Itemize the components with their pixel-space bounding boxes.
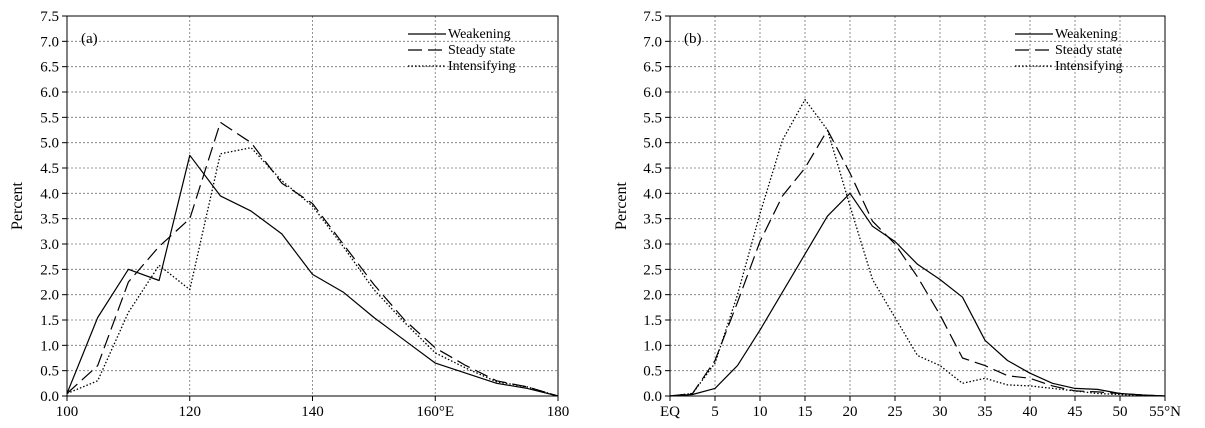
panel-a-y-axis-label: Percent bbox=[9, 181, 26, 230]
panel-b-y-tick-label: 3.5 bbox=[643, 212, 662, 228]
panel-a-y-tick-label: 5.5 bbox=[40, 110, 59, 126]
panel-b-y-tick-label: 7.5 bbox=[643, 9, 662, 25]
panel-b-plot-frame bbox=[669, 15, 1166, 397]
panel-a-x-tick-label: 100 bbox=[56, 404, 79, 420]
panel-a-x-tick-label: 120 bbox=[179, 404, 202, 420]
panel-b-x-tick-label: 40 bbox=[1023, 404, 1038, 420]
panel-a-y-tick-label: 2.0 bbox=[40, 288, 59, 304]
panel-a-legend-label: Steady state bbox=[448, 43, 515, 58]
panel-b-y-tick-label: 5.5 bbox=[643, 110, 662, 126]
panel-a-y-tick-label: 6.5 bbox=[40, 60, 59, 76]
panel-b-y-tick-label: 2.0 bbox=[643, 288, 662, 304]
panel-b-series-intensifying-line bbox=[669, 98, 1166, 397]
panel-a-series-steady-state-line bbox=[66, 121, 559, 397]
panel-b-y-tick-label: 7.0 bbox=[643, 34, 662, 50]
panel-b-x-tick-label: 5 bbox=[711, 404, 719, 420]
panel-a-x-tick-label: 180 bbox=[547, 404, 570, 420]
panel-b-y-tick-label: 0.5 bbox=[643, 364, 662, 380]
panel-a-x-tick-label: 160°E bbox=[416, 404, 454, 420]
panel-a-y-tick-label: 2.5 bbox=[40, 262, 59, 278]
panel-b-label: (b) bbox=[684, 31, 702, 47]
panel-a-label: (a) bbox=[81, 31, 98, 47]
panel-b-x-tick-label: 10 bbox=[753, 404, 768, 420]
panel-a-legend-label: Weakening bbox=[448, 27, 511, 42]
panel-b-y-tick-label: 3.0 bbox=[643, 237, 662, 253]
panel-b-series-steady-state-line bbox=[669, 129, 1166, 397]
panel-a-series-intensifying-line bbox=[66, 147, 559, 397]
panel-a-y-tick-label: 4.0 bbox=[40, 186, 59, 202]
panel-a-series-weakening-line bbox=[66, 154, 559, 397]
panel-b-x-tick-label: 50 bbox=[1113, 404, 1128, 420]
panel-b-y-tick-label: 5.0 bbox=[643, 136, 662, 152]
panel-b-x-tick-label: 55°N bbox=[1149, 404, 1181, 420]
panel-b-y-tick-label: 1.5 bbox=[643, 313, 662, 329]
panel-a-y-tick-label: 1.5 bbox=[40, 313, 59, 329]
panel-b-x-tick-label: 30 bbox=[933, 404, 948, 420]
panel-b-series-weakening-line bbox=[669, 192, 1166, 397]
panel-a-x-tick-label: 140 bbox=[301, 404, 324, 420]
panel-b-y-tick-label: 6.0 bbox=[643, 85, 662, 101]
panel-b-legend-label: Intensifying bbox=[1055, 59, 1123, 74]
panel-a-y-tick-label: 3.5 bbox=[40, 212, 59, 228]
panel-a-y-tick-label: 1.0 bbox=[40, 338, 59, 354]
panel-a-y-tick-label: 0.0 bbox=[40, 389, 59, 405]
panel-a-y-tick-label: 7.0 bbox=[40, 34, 59, 50]
panel-b-y-tick-label: 6.5 bbox=[643, 60, 662, 76]
panel-a-y-tick-label: 6.0 bbox=[40, 85, 59, 101]
panel-a-y-tick-label: 5.0 bbox=[40, 136, 59, 152]
panel-b-y-tick-label: 4.0 bbox=[643, 186, 662, 202]
panel-b-legend-label: Steady state bbox=[1055, 43, 1122, 58]
panel-b-y-tick-label: 4.5 bbox=[643, 161, 662, 177]
panel-a-chart: 0.0 0.5 1.0 1.5 2.0 2.5 3.0 3.5 4.0 4.5 5.0 5.5 6.0 6… bbox=[9, 9, 569, 420]
panel-a-legend-label: Intensifying bbox=[448, 59, 516, 74]
panel-b-y-tick-label: 2.5 bbox=[643, 262, 662, 278]
panel-b-x-tick-label: 20 bbox=[843, 404, 858, 420]
panel-b-x-tick-label: 45 bbox=[1068, 404, 1083, 420]
panel-a-y-tick-label: 4.5 bbox=[40, 161, 59, 177]
panel-a-y-tick-label: 7.5 bbox=[40, 9, 59, 25]
panel-a-y-tick-label: 0.5 bbox=[40, 364, 59, 380]
panel-b-x-tick-label: EQ bbox=[660, 404, 680, 420]
panel-b-y-tick-label: 1.0 bbox=[643, 338, 662, 354]
panel-a-y-tick-label: 3.0 bbox=[40, 237, 59, 253]
panel-b-x-tick-label: 25 bbox=[888, 404, 903, 420]
panel-b-y-axis-label: Percent bbox=[613, 181, 630, 230]
panel-b-legend-label: Weakening bbox=[1055, 27, 1118, 42]
panel-b-y-tick-label: 0.0 bbox=[643, 389, 662, 405]
panel-b-chart: 0.0 0.5 1.0 1.5 2.0 2.5 3.0 3.5 4.0 4.5 5.0 5.5 6.0 6… bbox=[613, 9, 1181, 420]
panel-b-x-tick-label: 35 bbox=[978, 404, 993, 420]
panel-b-x-tick-label: 15 bbox=[798, 404, 813, 420]
